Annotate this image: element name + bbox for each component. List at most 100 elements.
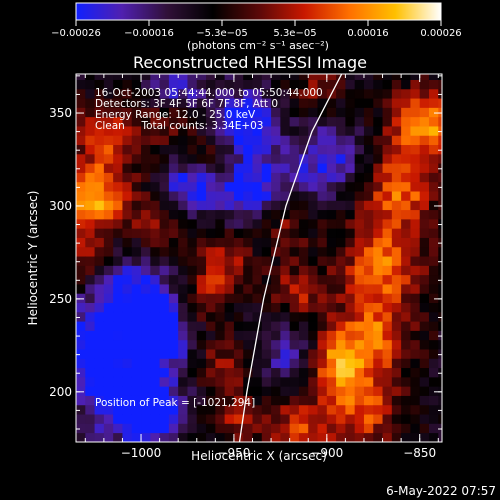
heatmap-cell bbox=[354, 107, 365, 118]
heatmap-cell bbox=[382, 311, 393, 322]
heatmap-cell bbox=[233, 367, 244, 378]
heatmap-cell bbox=[150, 404, 160, 415]
heatmap-cell bbox=[271, 153, 281, 164]
heatmap-cell bbox=[131, 126, 142, 136]
heatmap-cell bbox=[336, 404, 346, 415]
heatmap-cell bbox=[336, 79, 346, 90]
heatmap-cell bbox=[233, 423, 244, 434]
x-axis-label: Heliocentric X (arcsec) bbox=[191, 449, 327, 463]
heatmap-cell bbox=[261, 74, 272, 80]
heatmap-cell bbox=[206, 367, 216, 378]
heatmap-cell bbox=[298, 172, 309, 183]
heatmap-cell bbox=[410, 256, 421, 266]
heatmap-cell bbox=[103, 358, 114, 369]
heatmap-cell bbox=[382, 79, 393, 90]
heatmap-cell bbox=[280, 256, 291, 266]
heatmap-cell bbox=[391, 349, 402, 359]
heatmap-cell bbox=[141, 218, 151, 229]
heatmap-cell bbox=[280, 163, 291, 173]
heatmap-cell bbox=[428, 358, 439, 369]
heatmap-cell bbox=[178, 414, 188, 424]
heatmap-cell bbox=[85, 237, 95, 248]
heatmap-cell bbox=[206, 144, 216, 155]
x-tick-label: −850 bbox=[403, 446, 436, 460]
heatmap-cell bbox=[131, 414, 142, 424]
heatmap-cell bbox=[326, 237, 337, 248]
heatmap-cell bbox=[196, 237, 207, 248]
heatmap-cell bbox=[150, 293, 160, 303]
heatmap-cell bbox=[363, 237, 374, 248]
heatmap-cell bbox=[410, 311, 421, 322]
heatmap-cell bbox=[419, 311, 430, 322]
heatmap-cell bbox=[391, 265, 402, 276]
heatmap-cell bbox=[308, 358, 318, 369]
heatmap-cell bbox=[345, 404, 356, 415]
heatmap-cell bbox=[354, 358, 365, 369]
heatmap-cell bbox=[308, 126, 318, 136]
heatmap-cell bbox=[131, 386, 142, 396]
heatmap-cell bbox=[85, 386, 95, 396]
heatmap-cell bbox=[382, 358, 393, 369]
heatmap-cell bbox=[419, 191, 430, 201]
heatmap-cell bbox=[289, 293, 300, 303]
heatmap-cell bbox=[336, 367, 346, 378]
x-axis: −1000 −950 −900 −850 bbox=[84, 74, 439, 460]
heatmap-cell bbox=[298, 414, 309, 424]
heatmap-cell bbox=[261, 246, 272, 257]
heatmap-cell bbox=[252, 395, 263, 406]
heatmap-cell bbox=[113, 349, 123, 359]
heatmap-cell bbox=[326, 302, 337, 313]
heatmap-cell bbox=[215, 135, 226, 146]
heatmap-cell bbox=[363, 163, 374, 173]
heatmap-cell bbox=[317, 246, 328, 257]
heatmap-cell bbox=[233, 432, 244, 442]
heatmap-cell bbox=[122, 386, 133, 396]
heatmap-cell bbox=[419, 376, 430, 387]
heatmap-cell bbox=[252, 107, 263, 118]
heatmap-cell bbox=[85, 107, 95, 118]
heatmap-cell bbox=[252, 432, 263, 442]
heatmap-cell bbox=[326, 246, 337, 257]
heatmap-cell bbox=[261, 126, 272, 136]
heatmap-cell bbox=[113, 358, 123, 369]
heatmap-cell bbox=[178, 423, 188, 434]
heatmap-cell bbox=[280, 209, 291, 220]
heatmap-cell bbox=[243, 144, 253, 155]
heatmap-cell bbox=[94, 107, 105, 118]
heatmap-cell bbox=[261, 163, 272, 173]
heatmap-cell bbox=[401, 126, 411, 136]
heatmap-cell bbox=[428, 274, 439, 285]
heatmap-cell bbox=[401, 284, 411, 294]
heatmap-cell bbox=[438, 79, 442, 90]
heatmap-cell bbox=[233, 200, 244, 211]
heatmap-cell bbox=[159, 126, 170, 136]
heatmap-cell bbox=[122, 423, 133, 434]
heatmap-cell bbox=[233, 218, 244, 229]
heatmap-cell bbox=[308, 144, 318, 155]
heatmap-cell bbox=[419, 293, 430, 303]
heatmap-cell bbox=[363, 386, 374, 396]
heatmap-cell bbox=[298, 153, 309, 164]
heatmap-cell bbox=[215, 265, 226, 276]
heatmap-cell bbox=[298, 339, 309, 350]
heatmap-cell bbox=[280, 349, 291, 359]
heatmap-cell bbox=[178, 144, 188, 155]
heatmap-cell bbox=[363, 126, 374, 136]
heatmap-cell bbox=[326, 153, 337, 164]
heatmap-cell bbox=[178, 209, 188, 220]
heatmap-cell bbox=[113, 88, 123, 99]
heatmap-cell bbox=[85, 321, 95, 331]
heatmap-cell bbox=[428, 181, 439, 192]
heatmap-cell bbox=[122, 126, 133, 136]
heatmap-cell bbox=[419, 386, 430, 396]
heatmap-cell bbox=[196, 218, 207, 229]
heatmap-cell bbox=[271, 358, 281, 369]
heatmap-cell bbox=[131, 293, 142, 303]
heatmap-cell bbox=[261, 228, 272, 238]
heatmap-cell bbox=[317, 172, 328, 183]
heatmap-cell bbox=[168, 200, 179, 211]
heatmap-cell bbox=[224, 423, 235, 434]
heatmap-cell bbox=[206, 386, 216, 396]
heatmap-cell bbox=[428, 256, 439, 266]
